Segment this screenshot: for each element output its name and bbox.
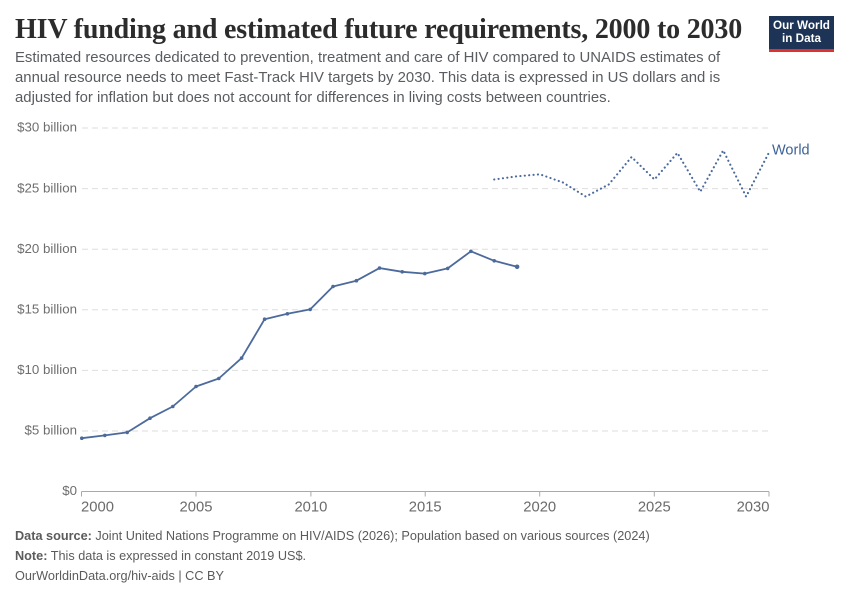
svg-text:$30 billion: $30 billion: [17, 120, 77, 135]
svg-text:2020: 2020: [523, 499, 556, 515]
svg-text:2030: 2030: [737, 499, 770, 515]
svg-text:2010: 2010: [294, 499, 327, 515]
svg-text:2025: 2025: [638, 499, 671, 515]
svg-text:$10 billion: $10 billion: [17, 362, 77, 377]
svg-text:2000: 2000: [81, 499, 114, 515]
svg-text:World: World: [772, 143, 810, 159]
svg-text:$5 billion: $5 billion: [25, 423, 78, 438]
svg-text:$15 billion: $15 billion: [17, 302, 77, 317]
svg-text:2005: 2005: [180, 499, 213, 515]
svg-text:2015: 2015: [409, 499, 442, 515]
svg-text:$25 billion: $25 billion: [17, 180, 77, 195]
svg-text:$20 billion: $20 billion: [17, 241, 77, 256]
svg-text:$0: $0: [62, 483, 77, 498]
